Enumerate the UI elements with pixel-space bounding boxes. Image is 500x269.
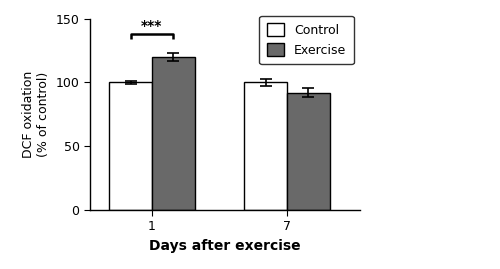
- Bar: [152, 57, 194, 210]
- Bar: [287, 93, 330, 210]
- Y-axis label: DCF oxidation
(% of control): DCF oxidation (% of control): [22, 71, 50, 158]
- Text: ***: ***: [141, 19, 163, 33]
- X-axis label: Days after exercise: Days after exercise: [149, 239, 301, 253]
- Bar: [244, 83, 287, 210]
- Bar: [109, 83, 152, 210]
- Legend: Control, Exercise: Control, Exercise: [259, 16, 354, 64]
